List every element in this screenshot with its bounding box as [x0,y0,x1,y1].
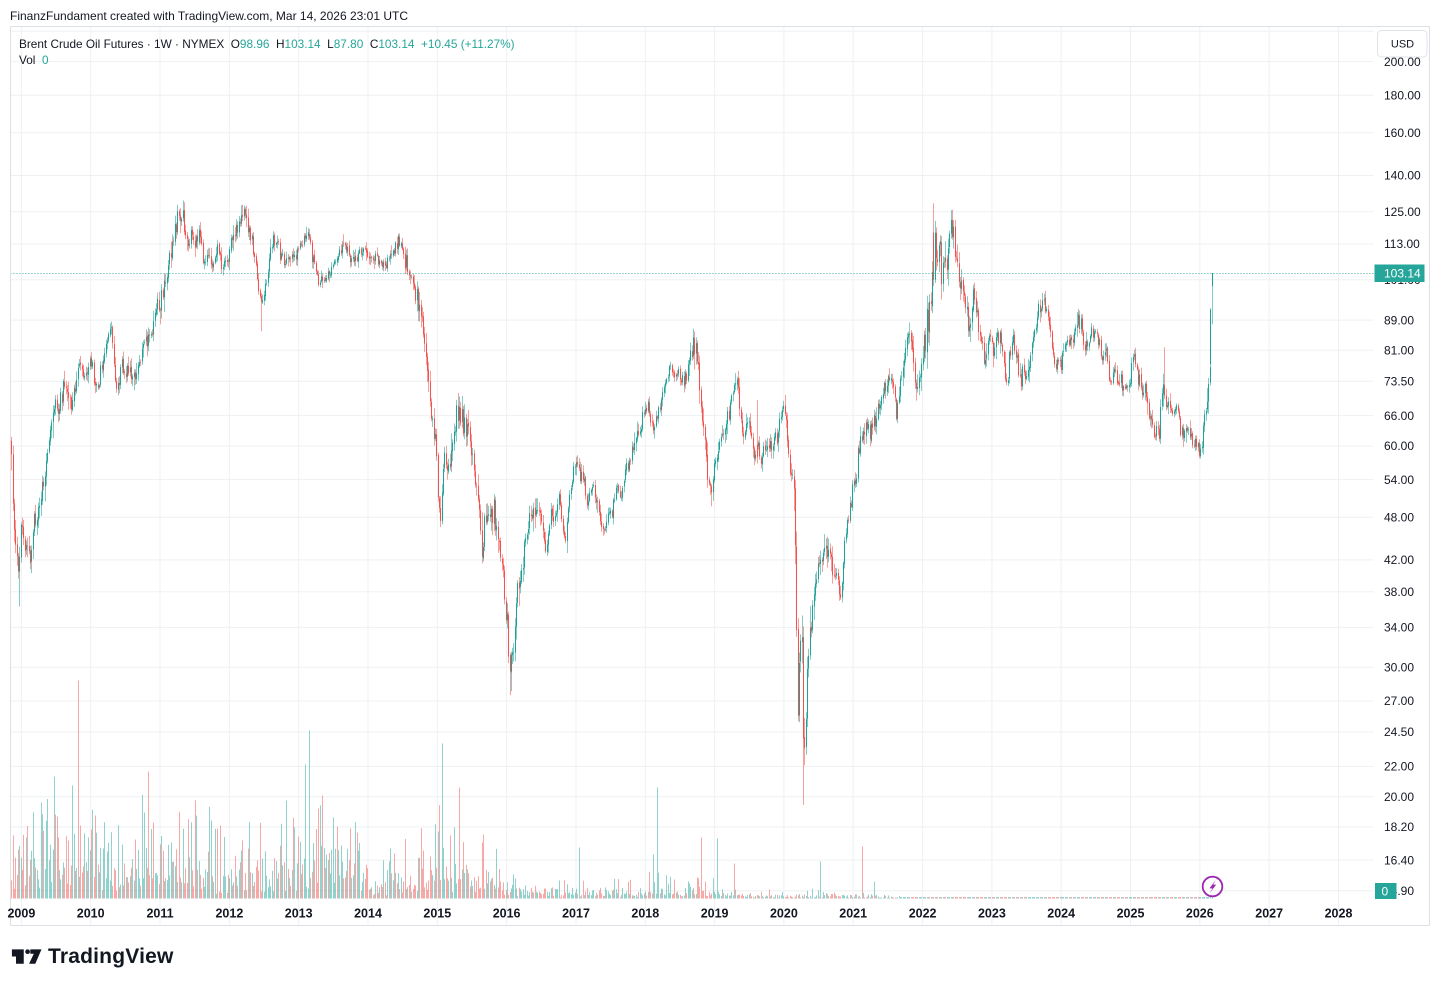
svg-text:180.00: 180.00 [1384,88,1421,102]
svg-text:2012: 2012 [215,907,243,921]
svg-text:TradingView: TradingView [48,945,174,968]
svg-text:2020: 2020 [770,907,798,921]
svg-text:60.00: 60.00 [1384,439,1414,453]
svg-text:2025: 2025 [1117,907,1145,921]
svg-text:2028: 2028 [1325,907,1353,921]
svg-text:2011: 2011 [146,907,173,921]
svg-text:140.00: 140.00 [1384,169,1421,183]
svg-text:73.50: 73.50 [1384,374,1414,388]
svg-text:81.00: 81.00 [1384,343,1414,357]
svg-text:2010: 2010 [77,907,105,921]
svg-text:16.40: 16.40 [1384,853,1414,867]
svg-text:2023: 2023 [978,907,1006,921]
svg-text:48.00: 48.00 [1384,511,1414,525]
svg-text:0: 0 [1382,884,1389,898]
svg-text:34.00: 34.00 [1384,621,1414,635]
svg-text:30.00: 30.00 [1384,661,1414,675]
svg-text:200.00: 200.00 [1384,55,1421,69]
svg-text:2018: 2018 [631,907,659,921]
svg-text:38.00: 38.00 [1384,585,1414,599]
svg-text:2017: 2017 [562,907,590,921]
svg-text:66.00: 66.00 [1384,409,1414,423]
svg-text:22.00: 22.00 [1384,760,1414,774]
svg-text:2014: 2014 [354,907,382,921]
svg-text:125.00: 125.00 [1384,205,1421,219]
svg-text:24.50: 24.50 [1384,725,1414,739]
svg-text:54.00: 54.00 [1384,473,1414,487]
svg-text:2013: 2013 [285,907,313,921]
svg-text:2027: 2027 [1255,907,1283,921]
svg-text:89.00: 89.00 [1384,313,1414,327]
svg-text:113.00: 113.00 [1384,237,1420,251]
svg-text:2024: 2024 [1047,907,1075,921]
svg-text:27.00: 27.00 [1384,694,1414,708]
svg-text:2019: 2019 [701,907,729,921]
svg-text:42.00: 42.00 [1384,553,1414,567]
svg-text:2009: 2009 [7,907,35,921]
svg-text:2021: 2021 [839,907,867,921]
svg-text:103.14: 103.14 [1384,266,1421,280]
svg-text:20.00: 20.00 [1384,790,1414,804]
svg-text:USD: USD [1391,39,1414,51]
svg-text:2026: 2026 [1186,907,1214,921]
svg-text:2016: 2016 [493,907,521,921]
svg-text:2022: 2022 [909,907,937,921]
svg-text:160.00: 160.00 [1384,126,1421,140]
svg-text:2015: 2015 [423,907,451,921]
svg-text:18.20: 18.20 [1384,820,1414,834]
